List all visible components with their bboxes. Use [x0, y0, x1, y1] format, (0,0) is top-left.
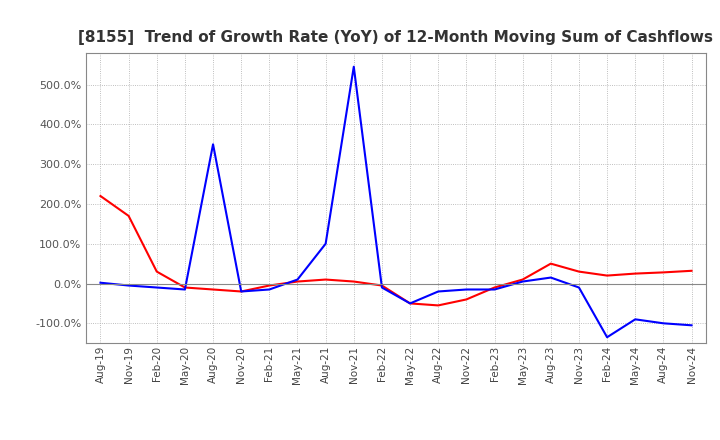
Operating Cashflow	[321, 277, 330, 282]
Free Cashflow	[518, 279, 527, 284]
Free Cashflow	[209, 142, 217, 147]
Operating Cashflow	[490, 285, 499, 290]
Operating Cashflow	[518, 277, 527, 282]
Operating Cashflow	[434, 303, 443, 308]
Free Cashflow	[490, 287, 499, 292]
Free Cashflow	[349, 64, 358, 70]
Operating Cashflow	[153, 269, 161, 274]
Operating Cashflow	[603, 273, 611, 278]
Free Cashflow	[321, 241, 330, 246]
Free Cashflow	[153, 285, 161, 290]
Free Cashflow	[377, 285, 386, 290]
Operating Cashflow	[687, 268, 696, 273]
Line: Free Cashflow: Free Cashflow	[101, 67, 691, 337]
Operating Cashflow	[462, 297, 471, 302]
Free Cashflow	[434, 289, 443, 294]
Title: [8155]  Trend of Growth Rate (YoY) of 12-Month Moving Sum of Cashflows: [8155] Trend of Growth Rate (YoY) of 12-…	[78, 29, 714, 45]
Free Cashflow	[659, 321, 667, 326]
Free Cashflow	[687, 323, 696, 328]
Free Cashflow	[293, 277, 302, 282]
Free Cashflow	[575, 285, 583, 290]
Operating Cashflow	[631, 271, 639, 276]
Free Cashflow	[96, 280, 105, 286]
Free Cashflow	[462, 287, 471, 292]
Operating Cashflow	[265, 283, 274, 288]
Operating Cashflow	[125, 213, 133, 219]
Operating Cashflow	[181, 285, 189, 290]
Operating Cashflow	[659, 270, 667, 275]
Operating Cashflow	[209, 287, 217, 292]
Operating Cashflow	[96, 193, 105, 198]
Free Cashflow	[546, 275, 555, 280]
Free Cashflow	[603, 334, 611, 340]
Operating Cashflow	[349, 279, 358, 284]
Free Cashflow	[125, 283, 133, 288]
Operating Cashflow	[406, 301, 415, 306]
Free Cashflow	[237, 289, 246, 294]
Operating Cashflow	[546, 261, 555, 266]
Operating Cashflow	[575, 269, 583, 274]
Free Cashflow	[631, 317, 639, 322]
Free Cashflow	[406, 301, 415, 306]
Free Cashflow	[265, 287, 274, 292]
Operating Cashflow	[293, 279, 302, 284]
Free Cashflow	[181, 287, 189, 292]
Operating Cashflow	[377, 283, 386, 288]
Line: Operating Cashflow: Operating Cashflow	[101, 196, 691, 305]
Operating Cashflow	[237, 289, 246, 294]
